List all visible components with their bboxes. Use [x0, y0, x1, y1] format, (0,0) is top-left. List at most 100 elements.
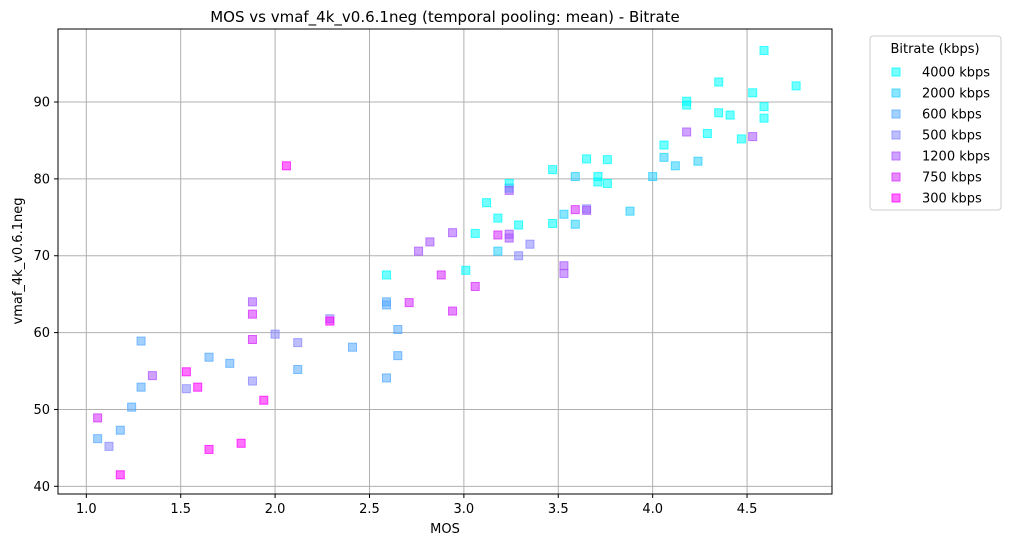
data-point	[204, 444, 214, 454]
data-point	[181, 384, 191, 394]
data-point	[504, 233, 514, 243]
data-point	[393, 325, 403, 335]
data-point	[759, 102, 769, 112]
legend-marker	[891, 88, 901, 98]
legend-title: Bitrate (kbps)	[890, 42, 979, 57]
data-point	[504, 185, 514, 195]
legend-marker	[891, 172, 901, 182]
legend-marker	[891, 151, 901, 161]
legend-frame	[869, 35, 1002, 211]
axis-ticks: 1.0 1.5 2.0 2.5 3.0 3.5 4.0 4.5 40 50 60 70 80 90	[33, 96, 757, 517]
data-point	[247, 309, 257, 319]
data-point	[582, 205, 592, 215]
y-tick-label: 50	[33, 403, 50, 418]
y-tick-label: 80	[33, 172, 50, 187]
data-point	[725, 110, 735, 120]
data-point	[559, 268, 569, 278]
legend-marker	[891, 67, 901, 77]
data-point	[193, 382, 203, 392]
x-tick-label: 2.5	[359, 502, 380, 517]
data-point	[93, 434, 103, 444]
data-point	[593, 177, 603, 187]
x-tick-label: 1.0	[76, 502, 97, 517]
data-point	[414, 246, 424, 256]
data-point	[393, 351, 403, 361]
data-point	[247, 335, 257, 345]
data-point	[693, 156, 703, 166]
data-point	[748, 132, 758, 142]
data-point	[714, 77, 724, 87]
data-point	[181, 367, 191, 377]
data-point	[448, 306, 458, 316]
x-tick-label: 4.0	[642, 502, 663, 517]
data-point	[759, 113, 769, 123]
data-point	[548, 218, 558, 228]
legend-marker	[891, 130, 901, 140]
data-point	[625, 206, 635, 216]
legend-label: 750 kbps	[922, 171, 982, 186]
y-tick-label: 70	[33, 249, 50, 264]
legend-marker	[891, 193, 901, 203]
data-point	[682, 127, 692, 137]
grid-lines	[58, 29, 832, 494]
data-point	[293, 338, 303, 348]
data-point	[791, 81, 801, 91]
data-point	[347, 342, 357, 352]
x-tick-label: 1.5	[170, 502, 191, 517]
data-point	[659, 152, 669, 162]
data-point	[381, 270, 391, 280]
data-point	[436, 270, 446, 280]
data-point	[147, 371, 157, 381]
data-point	[714, 108, 724, 118]
y-tick-label: 40	[33, 480, 50, 495]
x-tick-label: 3.0	[454, 502, 475, 517]
data-point	[225, 358, 235, 368]
legend-label: 500 kbps	[922, 129, 982, 144]
data-point	[470, 281, 480, 291]
data-point	[136, 336, 146, 346]
data-point	[236, 438, 246, 448]
data-point	[381, 300, 391, 310]
data-point	[247, 297, 257, 307]
data-point	[514, 251, 524, 261]
data-point	[570, 205, 580, 215]
data-point	[127, 402, 137, 412]
legend-label: 2000 kbps	[922, 87, 990, 102]
data-point	[247, 376, 257, 386]
data-point	[559, 209, 569, 219]
data-point	[570, 172, 580, 182]
legend-label: 1200 kbps	[922, 150, 990, 165]
data-point	[448, 228, 458, 238]
data-point	[602, 155, 612, 165]
legend: Bitrate (kbps) 4000 kbps 2000 kbps 600 kbp…	[869, 35, 1002, 211]
x-tick-label: 3.5	[548, 502, 569, 517]
x-tick-label: 4.5	[737, 502, 758, 517]
data-point	[682, 96, 692, 106]
data-point	[461, 265, 471, 275]
data-point	[293, 364, 303, 374]
legend-label: 4000 kbps	[922, 66, 990, 81]
data-point	[482, 198, 492, 208]
data-point	[470, 228, 480, 238]
plot-area	[57, 28, 833, 495]
legend-marker	[891, 109, 901, 119]
chart-title: MOS vs vmaf_4k_v0.6.1neg (temporal pooli…	[210, 8, 680, 27]
data-point	[493, 230, 503, 240]
data-point	[602, 178, 612, 188]
data-point	[670, 161, 680, 171]
y-tick-label: 90	[33, 96, 50, 111]
data-point	[404, 298, 414, 308]
data-point	[514, 220, 524, 230]
legend-label: 600 kbps	[922, 108, 982, 123]
data-point	[525, 239, 535, 249]
data-point	[115, 470, 125, 480]
y-tick-label: 60	[33, 326, 50, 341]
data-point	[115, 425, 125, 435]
data-point	[702, 129, 712, 139]
data-point	[570, 219, 580, 229]
legend-items: 4000 kbps 2000 kbps 600 kbps 500 kbps 1200 k…	[891, 66, 990, 207]
data-point	[548, 165, 558, 175]
data-point	[270, 329, 280, 339]
data-point	[259, 395, 269, 405]
data-point	[204, 352, 214, 362]
